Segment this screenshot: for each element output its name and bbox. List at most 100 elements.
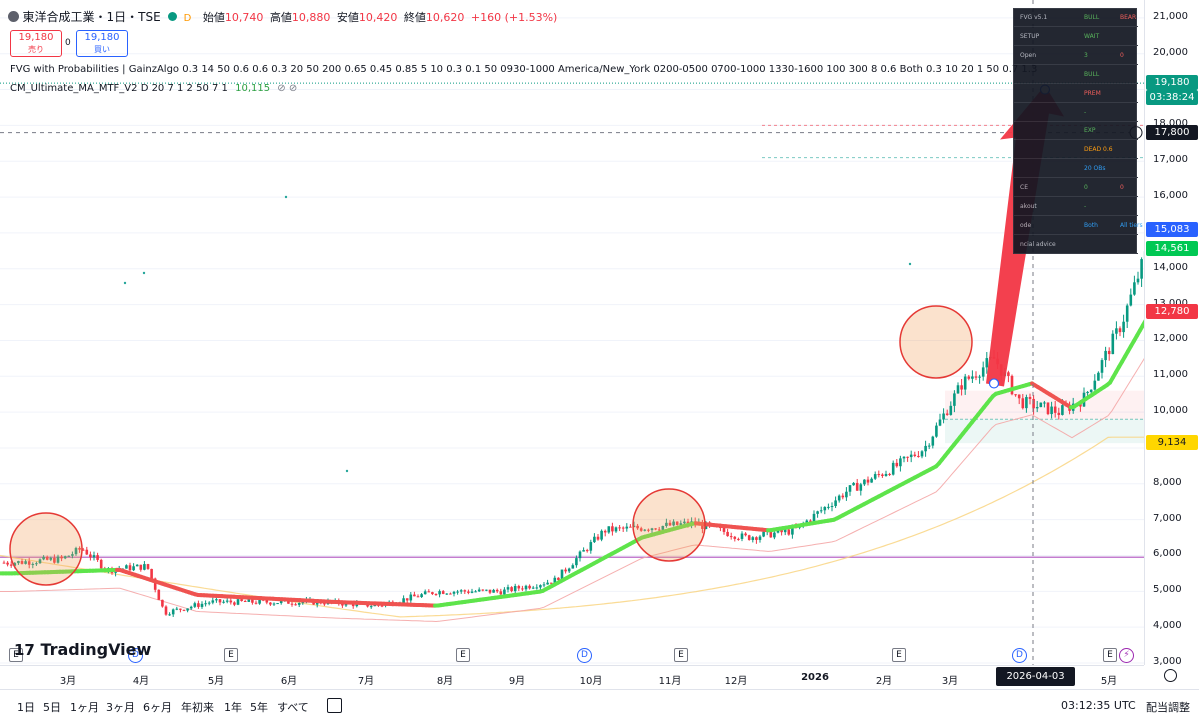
candle-body (297, 602, 301, 605)
close-label: 終値 (403, 11, 426, 24)
tradingview-logo[interactable]: 17 TradingView (14, 640, 151, 659)
candle-body (877, 474, 881, 476)
candle-body (1111, 333, 1115, 355)
candle-body (1118, 328, 1122, 333)
visibility-icon[interactable]: ⊘ (277, 83, 286, 94)
fvg-table-cell: PREM (1084, 89, 1101, 97)
candle-body (535, 587, 539, 589)
candle-body (233, 602, 236, 605)
timeframe-button[interactable]: 年初来 (181, 701, 214, 714)
candle-body (1086, 392, 1089, 394)
timeframe-button[interactable]: 6ヶ月 (143, 701, 172, 714)
price-tick-label: 8,000 (1153, 476, 1182, 488)
signal-dot (345, 469, 349, 473)
candle-body (909, 454, 913, 458)
candle-body (31, 563, 35, 565)
candle-body (1017, 394, 1021, 399)
earnings-marker[interactable]: E (456, 648, 470, 662)
timeframe-button[interactable]: 1日 (17, 701, 35, 714)
date-range-icon[interactable] (327, 698, 342, 713)
fvg-table-row: 20 OBs (1014, 160, 1138, 179)
candle-body (1125, 305, 1129, 322)
timeframe-button[interactable]: 5日 (43, 701, 61, 714)
price-axis[interactable]: 3,0004,0005,0006,0007,0008,0009,00010,00… (1144, 0, 1199, 667)
candle-body (481, 589, 485, 591)
timeframe-button[interactable]: 3ヶ月 (106, 701, 135, 714)
sell-button[interactable]: 19,180 売り (10, 30, 62, 57)
timeframe-button[interactable]: 1年 (224, 701, 242, 714)
candle-body (621, 527, 625, 529)
earnings-marker[interactable]: E (224, 648, 238, 662)
candle-body (668, 522, 672, 526)
spread-value: 0 (65, 38, 71, 48)
fvg-table-cell: ncial advice (1020, 240, 1056, 248)
price-tick-label: 16,000 (1153, 190, 1188, 202)
time-tick-label: 3月 (941, 676, 959, 687)
fvg-indicator-legend[interactable]: FVG with Probabilities | GainzAlgo 0.3 1… (10, 64, 1040, 75)
candle-body (737, 538, 740, 540)
candle-body (521, 588, 524, 590)
candle-body (560, 569, 564, 580)
candle-body (960, 385, 963, 390)
earnings-marker[interactable]: E (674, 648, 688, 662)
candle-body (420, 594, 423, 598)
sell-label: 売り (28, 45, 44, 54)
candle-body (747, 535, 751, 540)
candle-body (258, 599, 261, 604)
chart-settings-icon[interactable] (1164, 669, 1177, 682)
candle-body (945, 413, 949, 415)
candle-body (222, 601, 225, 603)
timeframe-button[interactable]: 1ヶ月 (70, 701, 99, 714)
bottom-toolbar: 1日 5日 1ヶ月 3ヶ月 6ヶ月 年初来 1年 5年 すべて 03:12:35 UTC 配当調… (0, 689, 1199, 724)
dividend-marker[interactable]: D (128, 648, 143, 663)
earnings-marker[interactable]: E (9, 648, 23, 662)
candle-body (1089, 389, 1093, 393)
dividend-adjust-toggle[interactable]: 配当調整 (1146, 701, 1190, 714)
settings-icon[interactable]: ⊘ (288, 83, 298, 94)
candle-body (323, 603, 326, 605)
candle-body (632, 525, 636, 527)
fvg-table-cell: BULL (1084, 70, 1100, 78)
candle-body (17, 561, 20, 564)
candle-body (441, 591, 445, 594)
ma-indicator-legend[interactable]: CM_Ultimate_MA_MTF_V2 D 20 7 1 2 50 7 1 … (10, 83, 297, 94)
price-chart[interactable] (0, 0, 1144, 665)
price-tick-label: 18,000 (1153, 118, 1188, 130)
timeframe-button[interactable]: 5年 (250, 701, 268, 714)
candle-body (251, 599, 254, 603)
candle-body (837, 495, 841, 501)
buy-button[interactable]: 19,180 買い (76, 30, 128, 57)
dividend-marker[interactable]: D (577, 648, 592, 663)
time-tick-label: 11月 (658, 676, 682, 687)
candle-body (456, 591, 459, 593)
candle-body (1122, 321, 1125, 333)
candle-body (373, 604, 377, 607)
candle-body (20, 561, 24, 564)
candle-body (927, 445, 931, 447)
candle-body (611, 526, 614, 532)
candle-body (524, 585, 528, 590)
candle-body (593, 536, 596, 543)
utc-clock[interactable]: 03:12:35 UTC (1061, 699, 1136, 712)
chart-plot-area[interactable]: 東洋合成工業・1日・TSE D 始値10,740 高値10,880 安値10,4… (0, 0, 1144, 665)
earnings-marker[interactable]: E (1103, 648, 1117, 662)
timeframe-button[interactable]: すべて (277, 701, 309, 714)
candle-body (557, 577, 560, 580)
symbol-title[interactable]: 東洋合成工業・1日・TSE (22, 10, 161, 24)
time-axis[interactable]: 3月4月5月6月7月8月9月10月11月12月20262月3月4月5月 (0, 665, 1144, 689)
candle-body (81, 549, 85, 551)
candle-body (1100, 360, 1104, 373)
open-value: 10,740 (224, 11, 264, 24)
dividend-marker[interactable]: D (1012, 648, 1027, 663)
split-marker[interactable]: ⚡ (1119, 648, 1134, 663)
earnings-marker[interactable]: E (892, 648, 906, 662)
fvg-table-cell: WAIT (1084, 32, 1100, 40)
price-tick-label: 12,000 (1153, 333, 1188, 345)
candle-body (380, 605, 384, 607)
candle-body (639, 528, 643, 531)
candle-body (247, 599, 251, 602)
candle-body (157, 589, 161, 600)
candle-body (45, 556, 49, 560)
fvg-table-row: FVG v5.1 BULL BEAR (1014, 9, 1138, 27)
candle-body (665, 522, 668, 526)
